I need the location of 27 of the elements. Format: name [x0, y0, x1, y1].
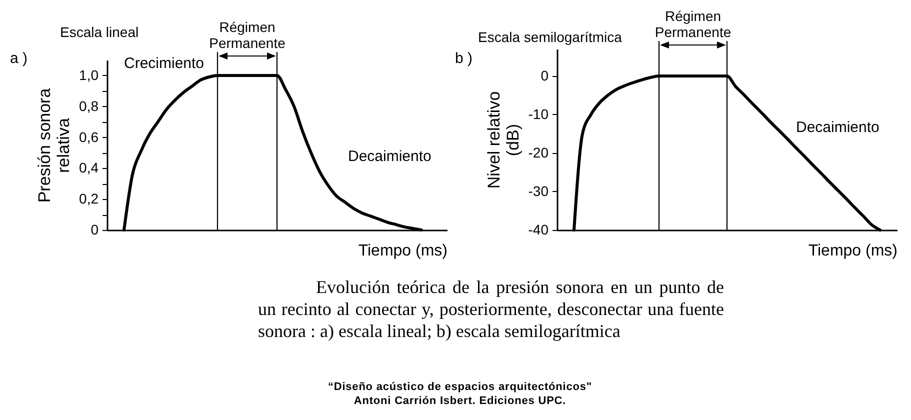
y-tick-label: 0,2 [79, 190, 99, 207]
annotation: Decaimiento [796, 119, 880, 136]
y-tick-label: -20 [528, 144, 549, 160]
text: Régimen Permanente [654, 8, 732, 40]
y-tick-label: 0 [90, 222, 99, 238]
text: Antoni Carrión Isbert. Ediciones UPC. [352, 395, 568, 407]
y-axis-title: Presión sonora relativa [35, 88, 74, 203]
x-axis-title: Tiempo (ms) [358, 242, 448, 260]
y-tick-label: 0,6 [79, 128, 99, 145]
text: “Diseño acústico de espacios arquitectónicos" [326, 381, 594, 393]
annotation: Decaimiento [348, 148, 432, 165]
text: Escala semilogarítmica [478, 29, 622, 45]
y-tick-label: 1,0 [79, 66, 99, 83]
y-tick-label: -40 [528, 222, 549, 238]
x-axis-title: Tiempo (ms) [808, 242, 898, 260]
y-tick-label: -30 [528, 182, 549, 199]
text: a ) [10, 50, 28, 67]
text: Escala lineal [60, 24, 139, 40]
annotation: Crecimiento [124, 55, 204, 72]
y-tick-label: 0,4 [79, 160, 99, 176]
text: Régimen Permanente [208, 19, 286, 51]
y-tick-label: 0 [540, 67, 549, 84]
y-tick-label: 0,8 [79, 98, 99, 114]
y-axis-title: Nivel relativo (dB) [484, 91, 522, 189]
text: Evolución teórica de la presión sonora en un punto de un recinto al conectar y, posteriormente, desconectar una fuente sonora : a) escala lineal; b) escala semilogarítmica [258, 276, 724, 342]
y-tick-label: -10 [528, 106, 549, 122]
text: b ) [455, 50, 473, 67]
